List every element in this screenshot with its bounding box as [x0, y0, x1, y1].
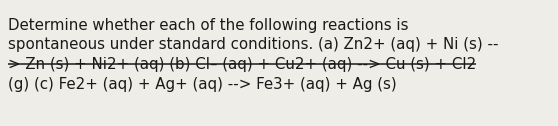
Text: (g) (c) Fe2+ (aq) + Ag+ (aq) --> Fe3+ (aq) + Ag (s): (g) (c) Fe2+ (aq) + Ag+ (aq) --> Fe3+ (a…	[8, 76, 397, 91]
Text: Determine whether each of the following reactions is: Determine whether each of the following …	[8, 18, 408, 33]
Text: > Zn (s) + Ni2+ (aq) (b) Cl– (aq) + Cu2+ (aq) --> Cu (s) + Cl2: > Zn (s) + Ni2+ (aq) (b) Cl– (aq) + Cu2+…	[8, 57, 476, 72]
Text: spontaneous under standard conditions. (a) Zn2+ (aq) + Ni (s) --: spontaneous under standard conditions. (…	[8, 38, 498, 53]
